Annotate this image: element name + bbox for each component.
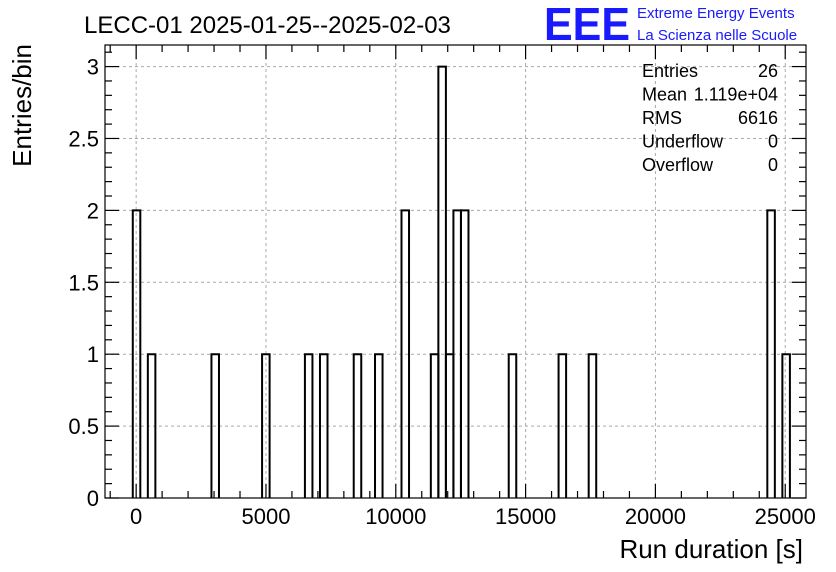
stats-value: 1.119e+04 bbox=[694, 85, 778, 105]
histogram-bin bbox=[261, 353, 271, 498]
histogram-bin bbox=[146, 353, 157, 498]
stats-value: 26 bbox=[758, 61, 778, 81]
eee-logo-mark: EEE bbox=[544, 0, 630, 50]
histogram-bins bbox=[131, 65, 791, 498]
eee-logo: EEE Extreme Energy Events La Scienza nel… bbox=[544, 0, 797, 50]
x-tick-label: 25000 bbox=[755, 504, 816, 529]
y-tick-label: 0 bbox=[87, 486, 99, 511]
histogram-bin bbox=[557, 353, 568, 498]
plot-frame bbox=[104, 44, 807, 499]
histogram-bin bbox=[352, 353, 363, 498]
x-axis-label: Run duration [s] bbox=[619, 534, 803, 564]
eee-logo-line1: Extreme Energy Events bbox=[637, 5, 795, 22]
histogram-bin bbox=[507, 353, 518, 498]
x-tick-label: 0 bbox=[130, 504, 142, 529]
histogram-bin bbox=[210, 353, 220, 498]
chart-title: LECC-01 2025-01-25--2025-02-03 bbox=[84, 12, 451, 39]
x-tick-label: 10000 bbox=[365, 504, 426, 529]
stats-label: RMS bbox=[642, 108, 682, 128]
stats-box: Entries 26 Mean 1.119e+04 RMS 6616 Underflow 0 O… bbox=[642, 61, 778, 175]
histogram-bin bbox=[587, 353, 598, 498]
histogram-bin bbox=[318, 353, 329, 498]
stats-label: Entries bbox=[642, 61, 698, 81]
y-tick-label: 1.5 bbox=[68, 270, 99, 295]
stats-label: Mean bbox=[642, 85, 687, 105]
histogram-bin bbox=[374, 353, 384, 498]
y-tick-label: 1 bbox=[87, 342, 99, 367]
y-axis-label: Entries/bin bbox=[7, 44, 37, 167]
x-tick-label: 15000 bbox=[495, 504, 556, 529]
x-tick-label: 20000 bbox=[625, 504, 686, 529]
histogram-bin bbox=[400, 209, 411, 498]
stats-value: 0 bbox=[768, 155, 778, 175]
stats-label: Overflow bbox=[642, 155, 714, 175]
axes bbox=[104, 44, 807, 499]
histogram-bin bbox=[303, 353, 314, 498]
stats-label: Underflow bbox=[642, 132, 724, 152]
y-tick-label: 0.5 bbox=[68, 414, 99, 439]
stats-value: 0 bbox=[768, 132, 778, 152]
histogram-bin bbox=[459, 209, 470, 498]
x-tick-label: 5000 bbox=[241, 504, 290, 529]
y-tick-label: 3 bbox=[87, 55, 99, 80]
histogram-bin bbox=[781, 353, 791, 498]
grid bbox=[105, 45, 806, 499]
histogram-bin bbox=[437, 65, 447, 498]
y-tick-label: 2.5 bbox=[68, 126, 99, 151]
histogram-bin bbox=[131, 209, 142, 498]
histogram-bin bbox=[766, 209, 776, 498]
eee-logo-line2: La Scienza nelle Scuole bbox=[637, 27, 797, 44]
tick-labels: 0 5000 10000 15000 20000 25000 0 0.5 1 1.5 2 2.5 3 bbox=[68, 55, 815, 529]
y-tick-label: 2 bbox=[87, 198, 99, 223]
stats-value: 6616 bbox=[738, 108, 778, 128]
